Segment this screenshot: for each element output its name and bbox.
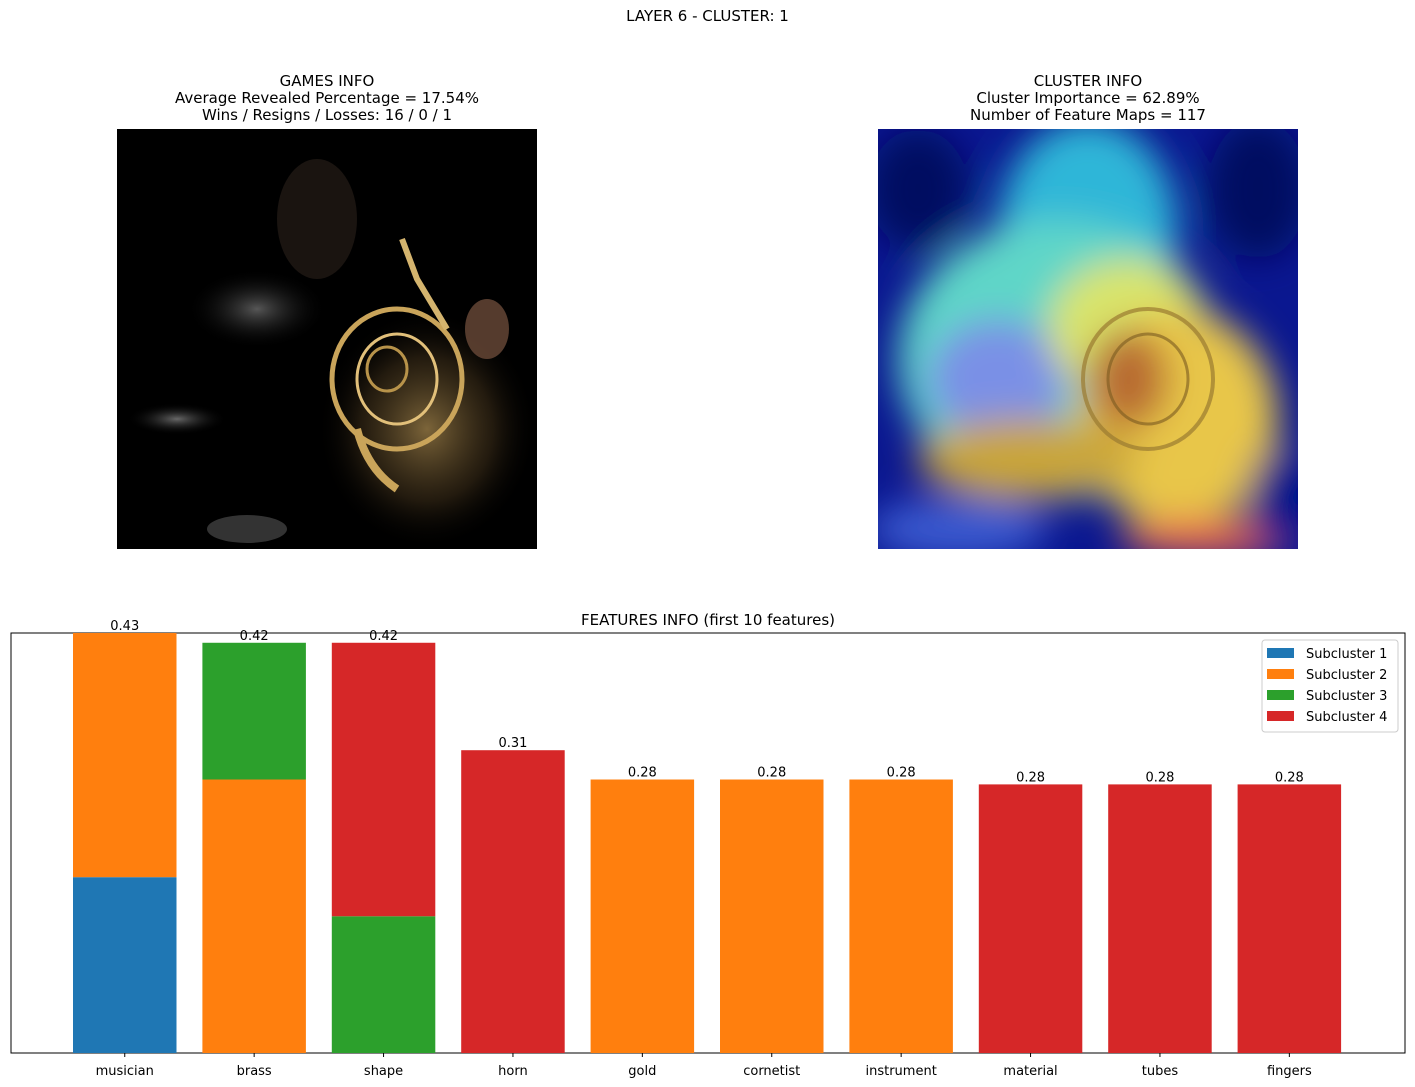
legend-swatch bbox=[1267, 711, 1294, 721]
x-tick-label: tubes bbox=[1142, 1064, 1179, 1079]
legend-swatch bbox=[1267, 648, 1294, 658]
bar-total-label: 0.42 bbox=[240, 629, 269, 644]
x-tick-label: horn bbox=[498, 1064, 528, 1079]
games-info-title-block: GAMES INFO Average Revealed Percentage =… bbox=[67, 73, 587, 124]
x-tick-label: fingers bbox=[1267, 1064, 1312, 1079]
bar-brass-subcluster-3 bbox=[202, 642, 306, 780]
bar-total-label: 0.43 bbox=[110, 619, 139, 634]
x-tick-label: material bbox=[1003, 1064, 1057, 1079]
bar-instrument-subcluster-2 bbox=[849, 779, 953, 1053]
legend-label: Subcluster 3 bbox=[1306, 689, 1387, 704]
x-tick-label: instrument bbox=[865, 1064, 936, 1079]
legend-swatch bbox=[1267, 690, 1294, 700]
chart-title: FEATURES INFO (first 10 features) bbox=[581, 611, 835, 629]
bar-gold-subcluster-2 bbox=[590, 779, 695, 1053]
bar-tubes-subcluster-4 bbox=[1108, 784, 1212, 1053]
legend-label: Subcluster 1 bbox=[1306, 647, 1387, 662]
bar-total-label: 0.28 bbox=[628, 766, 657, 781]
legend-box bbox=[1261, 639, 1399, 733]
plot-frame bbox=[10, 632, 1406, 1054]
x-tick-label: brass bbox=[237, 1064, 272, 1079]
legend: Subcluster 1 Subcluster 2 Subcluster 3 Subc… bbox=[1261, 639, 1399, 733]
bar-total-label: 0.28 bbox=[1016, 770, 1045, 785]
cluster-info-importance: Cluster Importance = 62.89% bbox=[976, 89, 1200, 107]
cluster-heatmap-image bbox=[878, 129, 1298, 549]
bar-fingers-subcluster-4 bbox=[1237, 784, 1342, 1053]
games-info-record: Wins / Resigns / Losses: 16 / 0 / 1 bbox=[201, 106, 453, 124]
bar-material-subcluster-4 bbox=[978, 784, 1083, 1053]
bar-total-label: 0.31 bbox=[498, 736, 527, 751]
bar-brass-subcluster-2 bbox=[202, 779, 306, 1053]
legend-label: Subcluster 4 bbox=[1306, 710, 1387, 725]
bar-total-label: 0.42 bbox=[369, 629, 398, 644]
cluster-info-feature-maps: Number of Feature Maps = 117 bbox=[970, 106, 1206, 124]
games-info-revealed: Average Revealed Percentage = 17.54% bbox=[174, 89, 479, 107]
x-tick-label: musician bbox=[96, 1064, 154, 1079]
bar-total-label: 0.28 bbox=[1145, 770, 1174, 785]
legend-label: Subcluster 2 bbox=[1306, 668, 1387, 683]
x-tick-label: gold bbox=[628, 1064, 656, 1079]
bar-total-label: 0.28 bbox=[1275, 770, 1304, 785]
figure-suptitle: LAYER 6 - CLUSTER: 1 bbox=[626, 7, 789, 25]
games-info-title: GAMES INFO bbox=[279, 72, 375, 90]
cluster-info-title: CLUSTER INFO bbox=[1033, 72, 1143, 90]
bar-horn-subcluster-4 bbox=[461, 750, 565, 1053]
revealed-image bbox=[117, 129, 537, 549]
x-tick-label: cornetist bbox=[743, 1064, 800, 1079]
bar-shape-subcluster-4 bbox=[331, 642, 436, 917]
bar-total-label: 0.28 bbox=[757, 766, 786, 781]
bar-shape-subcluster-3 bbox=[331, 916, 436, 1053]
x-tick-label: shape bbox=[364, 1064, 403, 1079]
bar-cornetist-subcluster-2 bbox=[720, 779, 824, 1053]
cluster-info-title-block: CLUSTER INFO Cluster Importance = 62.89%… bbox=[828, 73, 1348, 124]
bar-total-label: 0.28 bbox=[887, 766, 916, 781]
bar-musician-subcluster-1 bbox=[73, 877, 177, 1053]
bar-musician-subcluster-2 bbox=[73, 633, 177, 878]
legend-swatch bbox=[1267, 669, 1294, 679]
